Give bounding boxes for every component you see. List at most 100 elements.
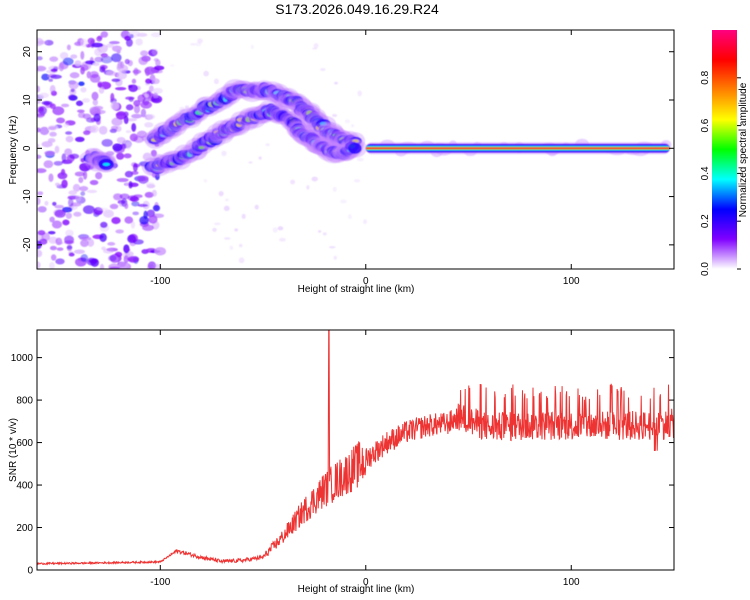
y-tick-label: 0 xyxy=(22,145,33,151)
noise-blob xyxy=(214,222,221,226)
noise-blob xyxy=(218,191,224,197)
noise-blob xyxy=(59,51,69,60)
noise-blob xyxy=(363,219,368,225)
noise-blob xyxy=(89,180,99,186)
noise-blob xyxy=(55,258,65,265)
noise-blob xyxy=(86,71,92,79)
noise-blob xyxy=(152,78,160,85)
noise-blob xyxy=(63,122,70,128)
y-tick-label: 10 xyxy=(22,94,33,106)
noise-blob xyxy=(125,38,133,47)
colorbar-ticks: 0.0 0.2 0.4 0.6 0.8 xyxy=(700,70,741,276)
noise-blob xyxy=(43,160,54,169)
noise-blob xyxy=(89,71,99,79)
noise-blob xyxy=(357,90,363,97)
noise-blob xyxy=(334,81,339,85)
noise-blob xyxy=(144,191,154,198)
noise-blob xyxy=(248,161,253,164)
noise-blob xyxy=(133,104,141,114)
noise-blob xyxy=(78,176,84,184)
y-tick-label: -20 xyxy=(22,237,33,252)
noise-blob xyxy=(116,152,125,160)
noise-blob xyxy=(49,245,57,251)
y-tick-label: 600 xyxy=(16,438,33,449)
noise-blob xyxy=(37,113,45,117)
noise-blob xyxy=(90,124,99,134)
noise-blob xyxy=(65,135,74,143)
noise-blob xyxy=(241,213,246,220)
noise-blob xyxy=(356,157,364,162)
x-tick-label: 100 xyxy=(563,276,580,287)
noise-blob xyxy=(37,168,47,174)
noise-blob xyxy=(129,196,137,202)
noise-blob xyxy=(132,211,139,216)
snr-x-ticks: -100 0 100 xyxy=(150,330,580,588)
noise-blob xyxy=(111,53,122,63)
noise-blob xyxy=(213,78,219,85)
noise-blob xyxy=(145,78,152,84)
y-tick-label: 1000 xyxy=(11,353,34,364)
noise-blob xyxy=(130,220,136,229)
noise-blob xyxy=(82,205,95,215)
noise-blob xyxy=(54,145,60,154)
noise-blob xyxy=(37,206,47,213)
noise-blob xyxy=(106,43,115,48)
noise-blob xyxy=(123,255,129,264)
noise-blob xyxy=(37,230,46,236)
noise-blob xyxy=(56,241,64,245)
x-tick-label: 100 xyxy=(563,577,580,588)
noise-blob xyxy=(47,138,56,143)
noise-blob xyxy=(60,168,66,176)
noise-blob xyxy=(74,60,82,67)
spectrogram-blobs xyxy=(37,30,672,269)
noise-blob xyxy=(103,209,114,218)
noise-blob xyxy=(52,201,57,206)
noise-blob xyxy=(98,125,108,135)
noise-blob xyxy=(170,64,175,67)
noise-blob xyxy=(47,125,58,131)
noise-blob xyxy=(144,93,150,98)
noise-blob xyxy=(150,32,162,38)
noise-blob xyxy=(44,150,56,156)
noise-blob xyxy=(125,96,135,100)
noise-blob xyxy=(41,141,53,148)
noise-blob xyxy=(125,142,132,150)
noise-blob xyxy=(312,47,318,50)
noise-blob xyxy=(250,44,254,50)
noise-blob xyxy=(313,42,319,49)
noise-blob xyxy=(279,237,286,242)
noise-blob xyxy=(99,66,106,73)
noise-blob xyxy=(138,56,148,65)
noise-blob xyxy=(80,51,85,60)
noise-blob xyxy=(92,62,100,66)
noise-blob xyxy=(332,114,338,118)
noise-blob xyxy=(49,85,56,94)
noise-blob xyxy=(111,117,123,126)
noise-blob xyxy=(61,153,67,162)
noise-blob xyxy=(101,54,110,59)
noise-blob xyxy=(311,176,318,182)
y-tick-label: 200 xyxy=(16,523,33,534)
noise-blob xyxy=(123,115,129,125)
noise-blob xyxy=(67,198,74,207)
noise-blob xyxy=(145,182,155,187)
spectrogram-y-ticks: -20 -10 0 10 20 xyxy=(22,46,674,252)
noise-blob xyxy=(47,231,56,235)
noise-blob xyxy=(114,86,127,91)
y-tick-label: 20 xyxy=(22,46,33,58)
noise-blob xyxy=(94,48,102,57)
noise-blob xyxy=(48,173,54,182)
noise-blob xyxy=(347,214,352,220)
noise-blob xyxy=(39,92,49,98)
colorbar-tick-label: 0.0 xyxy=(700,262,711,276)
colorbar-ramp xyxy=(712,30,737,269)
noise-blob xyxy=(75,136,85,142)
branch-core xyxy=(102,162,110,167)
noise-blob xyxy=(127,256,140,262)
noise-blob xyxy=(147,114,155,120)
noise-blob xyxy=(96,207,109,211)
noise-blob xyxy=(68,80,79,90)
noise-blob xyxy=(116,63,122,70)
colorbar-label: Normalized spectral amplitude xyxy=(738,82,749,217)
